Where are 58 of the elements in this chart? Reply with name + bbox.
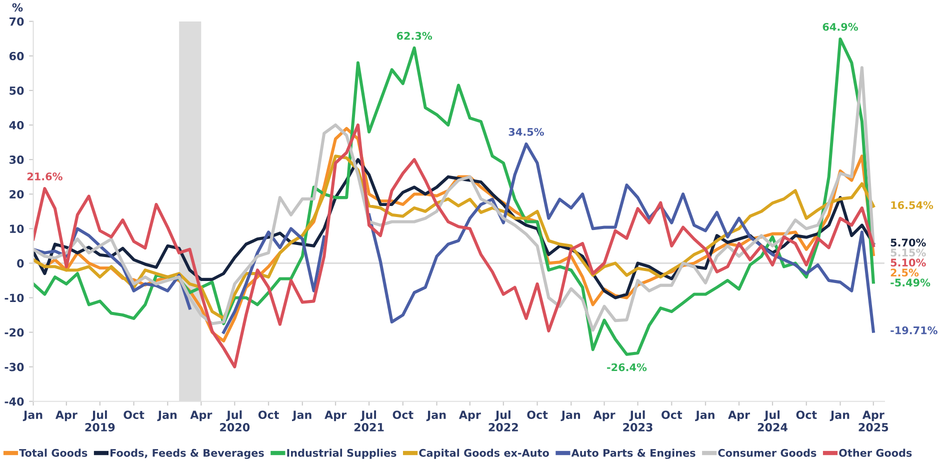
x-tick-label: Jul 2023	[623, 410, 652, 432]
annotation: 16.54%	[891, 201, 934, 210]
x-tick-label: Oct	[527, 410, 548, 420]
legend-label: Industrial Supplies	[287, 448, 396, 459]
y-tick-label: -40	[4, 397, 24, 406]
x-tick-label: Oct	[392, 410, 414, 420]
y-tick-label: 50	[10, 86, 24, 95]
x-tick-label: Apr	[55, 410, 78, 422]
x-tick-label: Oct	[124, 410, 144, 420]
annotation: 5.70%	[890, 238, 926, 247]
x-tick-label: Jul 2024	[758, 410, 788, 432]
legend-label: Total Goods	[19, 448, 88, 457]
x-tick-label: Jan	[560, 410, 580, 422]
x-tick-label: Jan	[292, 410, 312, 422]
x-tick-label: Apr	[324, 410, 347, 422]
x-tick-label: Apr 2025	[858, 410, 888, 432]
legend-label: Foods, Feeds & Beverages	[110, 448, 264, 459]
y-tick-label: 30	[10, 156, 24, 164]
annotation: 5.10%	[890, 258, 926, 267]
x-tick-label: Oct	[258, 410, 279, 420]
y-axis-title: %	[12, 3, 23, 12]
annotation: -19.71%	[890, 326, 938, 334]
x-tick-label: Apr	[190, 410, 212, 422]
y-tick-label: -10	[4, 294, 24, 302]
x-tick-label: Jan	[157, 410, 177, 422]
annotation: 5.15%	[890, 248, 926, 257]
x-tick-label: Jul 2021	[354, 410, 384, 432]
x-tick-label: Jan	[426, 410, 446, 422]
x-tick-label: Apr	[593, 410, 616, 422]
y-tick-label: 70	[10, 17, 24, 26]
x-tick-label: Oct	[796, 410, 817, 420]
x-tick-label: Oct	[662, 410, 682, 420]
x-tick-label: Apr	[728, 410, 750, 422]
legend-label: Other Goods	[839, 448, 912, 457]
y-tick-label: -20	[4, 328, 24, 337]
y-tick-label: 40	[9, 120, 24, 130]
legend-label: Capital Goods ex-Auto	[419, 448, 549, 459]
annotation: 64.9%	[822, 22, 858, 31]
x-tick-label: Jul 2022	[488, 410, 518, 432]
legend-label: Auto Parts & Engines	[571, 448, 696, 459]
y-tick-label: 20	[10, 190, 24, 198]
annotation: -26.4%	[607, 363, 647, 372]
annotation: -5.49%	[890, 278, 930, 287]
x-tick-label: Jan	[695, 410, 714, 422]
x-tick-label: Jan	[22, 410, 42, 422]
x-tick-label: Jan	[830, 410, 850, 422]
legend-label: Consumer Goods	[718, 448, 816, 457]
y-tick-label: -30	[4, 362, 24, 372]
y-tick-label: 60	[9, 52, 24, 60]
x-tick-label: Apr	[458, 410, 481, 422]
annotation: 21.6%	[27, 172, 62, 180]
x-tick-label: Jul 2020	[220, 410, 250, 432]
y-tick-label: 10	[10, 224, 24, 234]
y-tick-label: 0	[17, 259, 24, 268]
annotation: 2.5%	[890, 268, 919, 277]
x-tick-label: Jul 2019	[85, 410, 115, 432]
annotation: 62.3%	[396, 32, 432, 40]
annotation: 34.5%	[508, 128, 544, 136]
